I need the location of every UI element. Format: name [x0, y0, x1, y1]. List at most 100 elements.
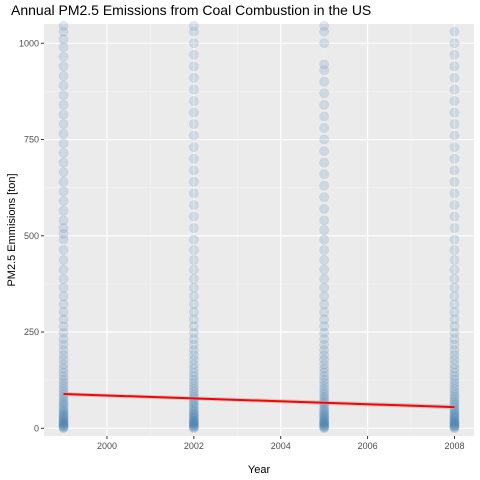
data-point	[59, 139, 68, 148]
x-tick-label: 2002	[184, 441, 204, 451]
data-point	[320, 225, 329, 234]
x-tick-label: 2008	[444, 441, 464, 451]
data-point	[450, 212, 459, 221]
data-point	[320, 170, 329, 179]
data-point	[320, 100, 329, 109]
data-point	[320, 255, 329, 264]
x-tick-label: 2000	[97, 441, 117, 451]
data-point	[59, 21, 68, 30]
data-point	[320, 292, 329, 301]
data-point	[189, 50, 198, 59]
data-point	[320, 158, 329, 167]
data-point	[320, 89, 329, 98]
data-point	[320, 146, 329, 155]
data-point	[320, 245, 329, 254]
data-point	[59, 148, 68, 157]
data-point	[320, 193, 329, 202]
data-point	[450, 27, 459, 36]
data-point	[189, 223, 198, 232]
data-point	[450, 274, 459, 283]
x-axis-label: Year	[248, 464, 271, 476]
data-point	[189, 177, 198, 186]
data-point	[320, 123, 329, 132]
data-point	[59, 120, 68, 129]
data-point	[450, 96, 459, 105]
data-point	[320, 77, 329, 86]
data-point	[450, 223, 459, 232]
data-point	[450, 245, 459, 254]
data-point	[189, 283, 198, 292]
data-point	[450, 62, 459, 71]
data-point	[59, 100, 68, 109]
data-point	[320, 21, 329, 30]
data-point	[189, 96, 198, 105]
data-point	[189, 73, 198, 82]
data-point	[450, 200, 459, 209]
x-axis: 2000 2002 2004 2006 2008	[97, 436, 465, 451]
data-point	[450, 85, 459, 94]
data-point	[450, 143, 459, 152]
data-point	[59, 292, 68, 301]
data-point	[189, 131, 198, 140]
data-point	[189, 292, 198, 301]
data-point	[189, 255, 198, 264]
data-point	[59, 129, 68, 138]
data-point	[320, 216, 329, 225]
data-point	[59, 110, 68, 119]
x-tick-label: 2006	[358, 441, 378, 451]
data-point	[450, 39, 459, 48]
data-point	[59, 283, 68, 292]
data-point	[59, 81, 68, 90]
data-point	[450, 283, 459, 292]
data-point	[59, 265, 68, 274]
data-point	[59, 52, 68, 61]
data-point	[189, 120, 198, 129]
data-point	[189, 265, 198, 274]
data-point	[189, 39, 198, 48]
chart-title: Annual PM2.5 Emissions from Coal Combust…	[11, 2, 371, 18]
data-point	[450, 131, 459, 140]
data-point	[320, 181, 329, 190]
data-point	[59, 158, 68, 167]
data-point	[189, 200, 198, 209]
data-point	[59, 216, 68, 225]
data-point	[320, 60, 329, 69]
data-point	[189, 235, 198, 244]
data-point	[59, 177, 68, 186]
data-point	[189, 62, 198, 71]
data-point	[450, 292, 459, 301]
data-point	[59, 245, 68, 254]
data-point	[189, 189, 198, 198]
data-point	[450, 177, 459, 186]
data-point	[450, 120, 459, 129]
data-point	[189, 212, 198, 221]
y-tick-label: 500	[24, 231, 39, 241]
x-tick-label: 2004	[271, 441, 291, 451]
data-point	[320, 265, 329, 274]
data-point	[59, 71, 68, 80]
plot-panel	[44, 24, 474, 436]
data-point	[450, 154, 459, 163]
data-point	[59, 187, 68, 196]
data-point	[59, 255, 68, 264]
data-point	[59, 206, 68, 215]
data-point	[59, 168, 68, 177]
data-point	[189, 154, 198, 163]
data-point	[320, 135, 329, 144]
data-point	[450, 50, 459, 59]
data-point	[320, 112, 329, 121]
data-point	[450, 166, 459, 175]
data-point	[59, 274, 68, 283]
data-point	[189, 85, 198, 94]
data-point	[320, 283, 329, 292]
data-point	[320, 39, 329, 48]
data-point	[450, 73, 459, 82]
data-point	[450, 235, 459, 244]
data-point	[450, 189, 459, 198]
y-axis-label: PM2.5 Emmisions [ton]	[6, 173, 18, 286]
data-point	[189, 108, 198, 117]
data-point	[59, 91, 68, 100]
data-point	[189, 166, 198, 175]
data-point	[450, 255, 459, 264]
